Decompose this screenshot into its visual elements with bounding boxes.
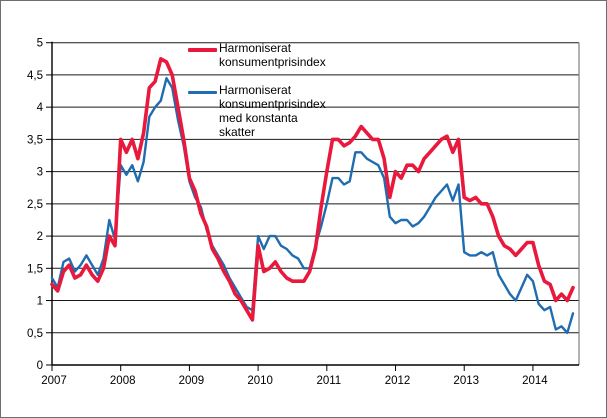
y-axis-tick-label: 3	[37, 167, 43, 179]
x-axis-tick-label: 2010	[247, 375, 273, 387]
x-axis-tick-label: 2011	[316, 375, 341, 387]
y-axis-tick-label: 3,5	[27, 134, 43, 146]
x-axis-tick-label: 2007	[41, 375, 67, 387]
legend-line-swatch-red	[188, 48, 217, 52]
y-axis-tick-label: 5	[37, 38, 43, 50]
y-axis-tick-label: 0,5	[27, 328, 43, 340]
x-axis-tick-label: 2009	[179, 375, 205, 387]
legend-label-hicp-ct: Harmoniserat konsumentprisindex med kons…	[219, 83, 326, 139]
y-axis-tick-label: 1,5	[27, 263, 43, 275]
y-axis-tick-label: 2,5	[27, 199, 43, 211]
x-axis-tick-label: 2014	[522, 375, 548, 387]
x-axis-tick-label: 2012	[385, 375, 411, 387]
legend-line-swatch-blue	[188, 91, 217, 94]
legend-label-hicp: Harmoniserat konsumentprisindex	[219, 41, 326, 69]
x-axis-tick-label: 2013	[453, 375, 479, 387]
y-axis-tick-label: 1	[37, 296, 43, 308]
y-axis-tick-label: 4	[37, 102, 44, 114]
x-axis-tick-label: 2008	[110, 375, 136, 387]
series-line-hicp	[50, 56, 575, 322]
y-axis-tick-label: 4,5	[27, 70, 43, 82]
y-axis-tick-label: 0	[37, 360, 43, 372]
y-axis-tick-label: 2	[37, 231, 43, 243]
